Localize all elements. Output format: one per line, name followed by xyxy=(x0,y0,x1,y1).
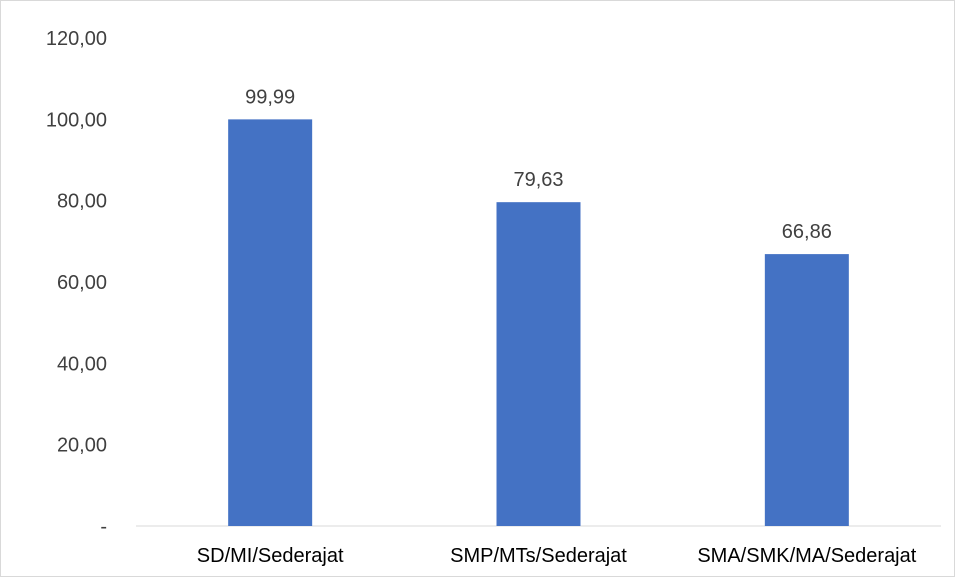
bar xyxy=(228,119,313,527)
x-category-label: SMP/MTs/Sederajat xyxy=(450,545,627,567)
bar-series xyxy=(228,119,849,527)
data-labels: 99,99 79,63 66,86 xyxy=(245,86,832,243)
x-category-label: SMA/SMK/MA/Sederajat xyxy=(697,545,916,567)
y-tick-label: 60,00 xyxy=(57,272,107,294)
y-tick-label: - xyxy=(100,516,107,538)
category-labels: SD/MI/Sederajat SMP/MTs/Sederajat SMA/SMK/… xyxy=(197,545,917,567)
y-tick-label: 120,00 xyxy=(46,28,107,50)
y-tick-label: 100,00 xyxy=(46,109,107,131)
x-category-label: SD/MI/Sederajat xyxy=(197,545,344,567)
bar-value-label: 99,99 xyxy=(245,86,295,108)
bar xyxy=(496,202,581,526)
bar xyxy=(764,254,849,526)
y-tick-label: 40,00 xyxy=(57,353,107,375)
y-axis: - 20,00 40,00 60,00 80,00 100,00 120,00 xyxy=(46,28,107,538)
bar-value-label: 66,86 xyxy=(782,221,832,243)
bar-value-label: 79,63 xyxy=(513,169,563,191)
y-tick-label: 20,00 xyxy=(57,435,107,457)
y-tick-label: 80,00 xyxy=(57,191,107,213)
